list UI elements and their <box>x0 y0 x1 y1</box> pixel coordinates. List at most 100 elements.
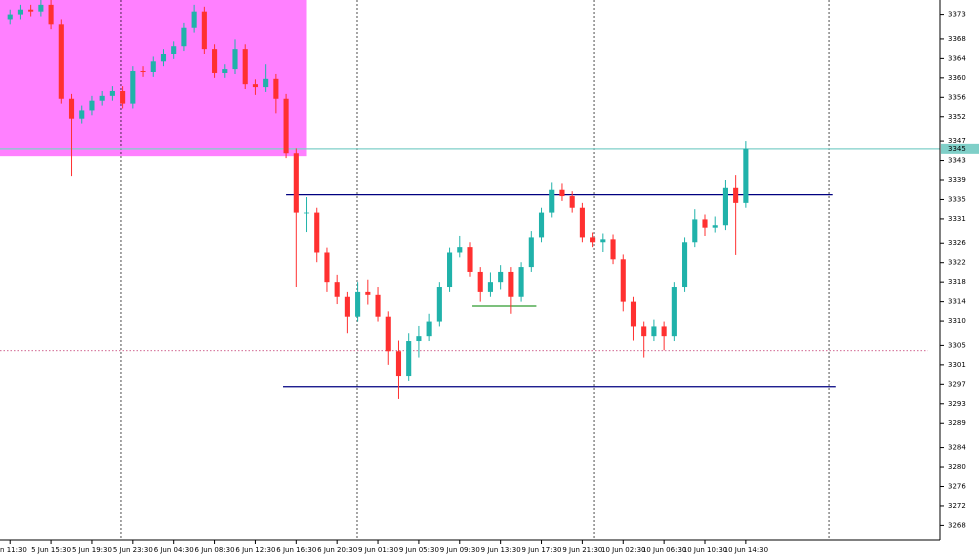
candle-body <box>651 326 657 337</box>
x-tick-label: 6 Jun 08:30 <box>195 546 235 554</box>
y-tick-label: 3293 <box>948 400 966 408</box>
candle-body <box>436 287 442 322</box>
candle-body <box>212 49 218 73</box>
y-tick-label: 3352 <box>948 113 966 121</box>
y-tick-label: 3368 <box>948 35 966 43</box>
y-tick-label: 3314 <box>948 298 966 306</box>
candle-body <box>28 9 34 12</box>
candle-body <box>303 212 310 214</box>
candle-body <box>743 148 749 203</box>
x-tick-label: 6 Jun 04:30 <box>154 546 194 554</box>
candle-body <box>457 247 463 253</box>
x-tick-label: 10 Jun 10:30 <box>683 546 727 554</box>
y-tick-label: 3322 <box>948 259 966 267</box>
candle-body <box>58 24 64 99</box>
candle-body <box>160 54 167 62</box>
price-tag <box>941 143 979 154</box>
y-tick-label: 3331 <box>948 215 966 223</box>
candle-body <box>702 219 708 228</box>
candle-body <box>661 326 667 337</box>
y-tick-label: 3280 <box>948 463 966 471</box>
candle-body <box>508 271 514 297</box>
candle-body <box>150 61 156 72</box>
candle-body <box>355 291 361 317</box>
x-tick-label: 9 Jun 13:30 <box>481 546 521 554</box>
candle-body <box>722 187 728 226</box>
candle-body <box>477 271 483 292</box>
x-tick-label: 6 Jun 20:30 <box>317 546 357 554</box>
y-tick-label: 3318 <box>948 278 966 286</box>
candle-body <box>487 282 493 292</box>
candle-body <box>222 69 228 73</box>
candle-body <box>344 296 350 317</box>
x-tick-label: 5 Jun 19:30 <box>72 546 112 554</box>
candle-body <box>498 271 504 283</box>
zone <box>0 0 307 157</box>
candle-body <box>416 336 422 342</box>
candle-body <box>365 291 371 295</box>
candle-body <box>79 110 85 119</box>
candle-body <box>263 78 269 88</box>
candle-body <box>201 11 207 50</box>
y-tick-label: 3310 <box>948 317 966 325</box>
y-tick-label: 3373 <box>948 11 966 19</box>
candle-body <box>733 187 739 203</box>
x-tick-label: 9 Jun 05:30 <box>399 546 439 554</box>
y-tick-label: 3356 <box>948 93 966 101</box>
candle-body <box>375 294 381 317</box>
y-tick-label: 3301 <box>948 361 966 369</box>
candle-body <box>569 196 575 208</box>
price-tag-label: 3345 <box>948 145 966 153</box>
candle-body <box>630 301 637 327</box>
candle-body <box>641 326 647 337</box>
y-tick-label: 3364 <box>948 54 966 62</box>
candle-body <box>447 252 453 288</box>
y-tick-label: 3297 <box>948 380 966 388</box>
candle-body <box>242 49 248 85</box>
candle-body <box>293 153 299 213</box>
y-tick-label: 3326 <box>948 239 966 247</box>
x-tick-label: 9 Jun 17:30 <box>522 546 562 554</box>
candle-body <box>682 242 688 288</box>
candle-body <box>17 9 23 15</box>
x-tick-label: 10 Jun 06:30 <box>642 546 686 554</box>
candle-body <box>109 90 115 96</box>
x-tick-label: 10 Jun 02:30 <box>601 546 645 554</box>
candle-body <box>579 207 585 238</box>
x-tick-label: 9 Jun 01:30 <box>358 546 398 554</box>
candle-body <box>38 4 44 12</box>
candle-body <box>549 189 555 213</box>
candle-body <box>528 237 534 268</box>
y-tick-label: 3268 <box>948 521 966 529</box>
candle-body <box>406 341 412 377</box>
candle-body <box>120 90 126 104</box>
candle-body <box>181 27 187 47</box>
y-tick-label: 3305 <box>948 341 966 349</box>
x-tick-label: 5 Jun 23:30 <box>113 546 153 554</box>
y-tick-label: 3343 <box>948 157 966 165</box>
candle-body <box>130 71 136 104</box>
x-tick-label: 9 Jun 21:30 <box>562 546 602 554</box>
candle-body <box>426 321 432 337</box>
candle-body <box>590 237 596 243</box>
y-tick-label: 3289 <box>948 419 966 427</box>
candle-body <box>600 239 606 243</box>
candle-body <box>671 287 677 337</box>
candle-body <box>191 11 197 28</box>
candle-body <box>385 316 391 352</box>
candle-body <box>712 225 718 228</box>
x-tick-label: Jun 11:30 <box>0 546 27 554</box>
candle-body <box>232 49 238 70</box>
candle-body <box>395 351 402 377</box>
candle-body <box>48 4 54 25</box>
candle-body <box>99 95 105 101</box>
y-tick-label: 3276 <box>948 482 966 490</box>
candle-body <box>252 84 258 88</box>
y-tick-label: 3272 <box>948 502 966 510</box>
candle-body <box>283 98 289 154</box>
candle-body <box>7 14 13 20</box>
candle-body <box>692 219 698 243</box>
y-tick-label: 3335 <box>948 195 966 203</box>
candle-body <box>68 98 75 119</box>
